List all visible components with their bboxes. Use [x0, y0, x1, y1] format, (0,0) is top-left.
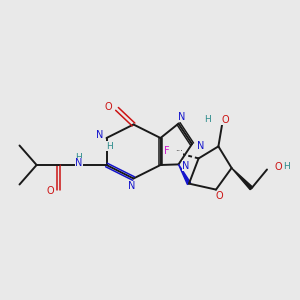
Text: N: N — [197, 141, 204, 152]
Text: N: N — [96, 130, 103, 140]
Text: N: N — [75, 158, 82, 169]
Polygon shape — [178, 164, 190, 184]
Text: F: F — [164, 146, 170, 156]
Text: O: O — [215, 191, 223, 201]
Text: N: N — [178, 112, 185, 122]
Text: O: O — [222, 115, 230, 125]
Polygon shape — [232, 168, 253, 190]
Text: N: N — [182, 161, 190, 171]
Text: H: H — [76, 153, 82, 162]
Text: O: O — [46, 185, 54, 196]
Text: H: H — [106, 142, 113, 151]
Text: ···: ··· — [175, 147, 183, 156]
Text: O: O — [274, 161, 282, 172]
Text: H: H — [284, 162, 290, 171]
Text: N: N — [128, 181, 136, 191]
Text: O: O — [105, 102, 112, 112]
Text: H: H — [204, 115, 211, 124]
